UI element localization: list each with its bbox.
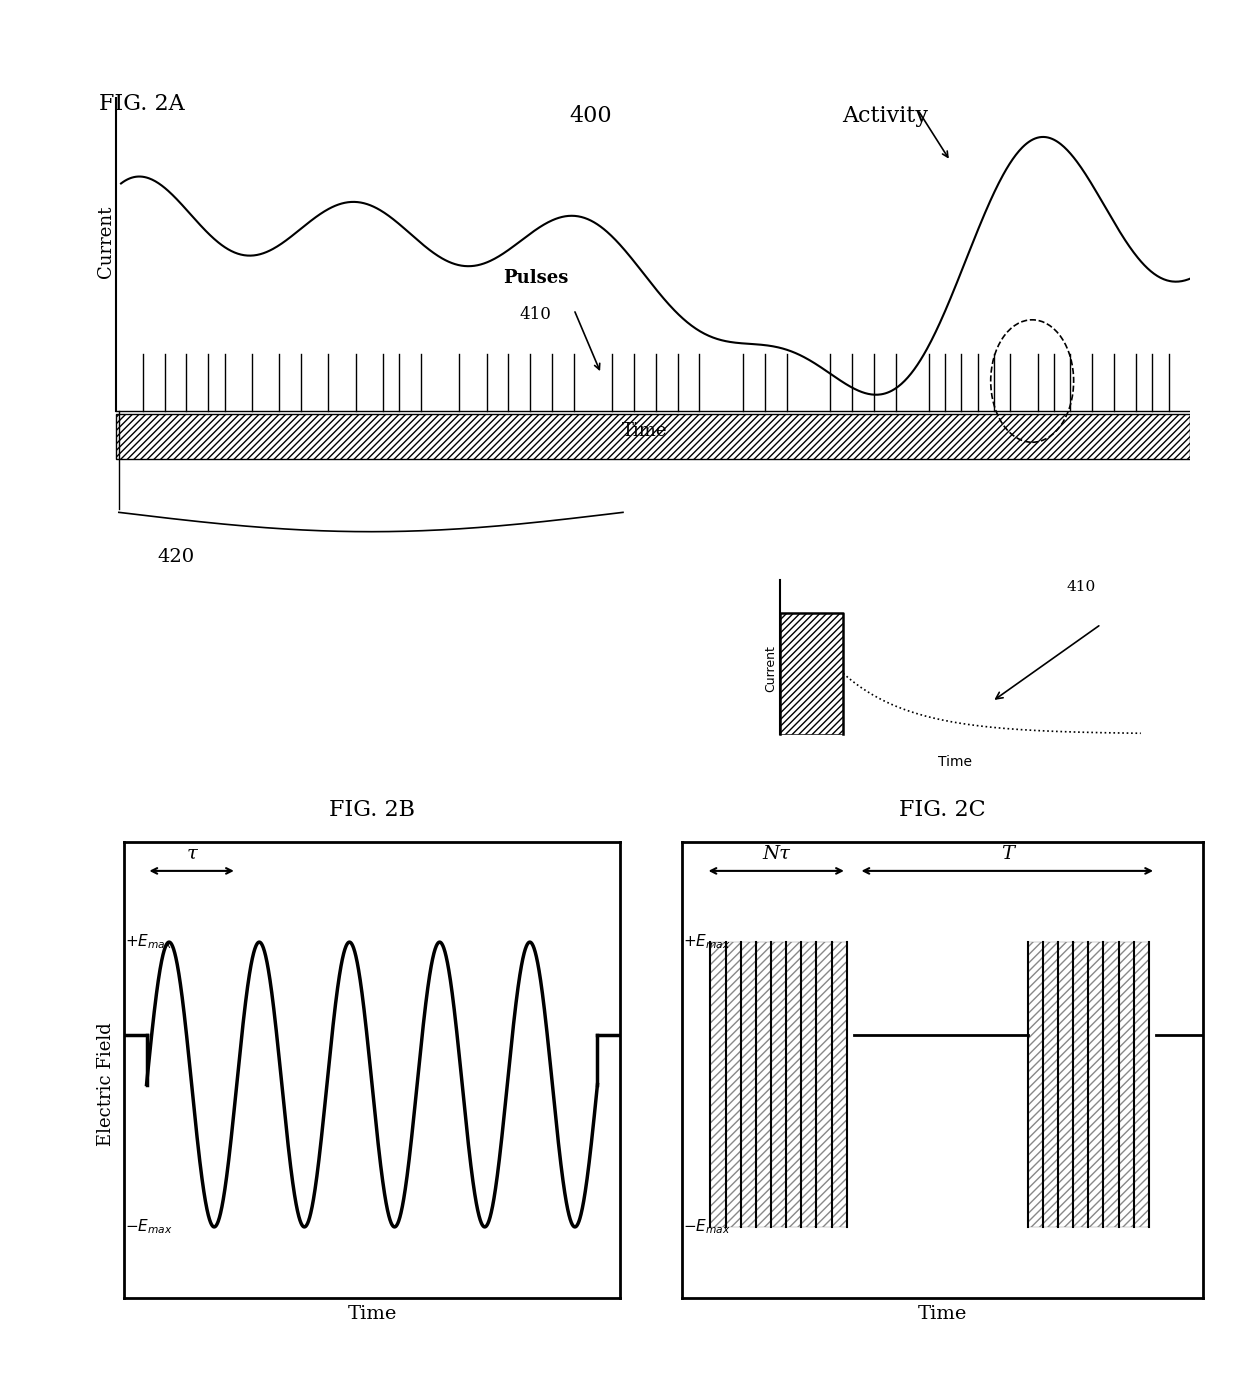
Text: FIG. 2C: FIG. 2C — [899, 800, 986, 822]
Text: 400: 400 — [569, 105, 611, 127]
Bar — [1043, 942, 1058, 1226]
Text: Activity: Activity — [842, 105, 928, 127]
Text: FIG. 2B: FIG. 2B — [329, 800, 415, 822]
Bar — [756, 942, 771, 1226]
Bar — [786, 942, 801, 1226]
X-axis label: Time: Time — [918, 1305, 967, 1323]
Text: T: T — [1001, 845, 1014, 863]
Bar — [725, 942, 740, 1226]
Text: Time: Time — [622, 423, 667, 441]
Text: 410: 410 — [1066, 580, 1096, 594]
Bar — [801, 942, 816, 1226]
Bar — [1133, 942, 1148, 1226]
Bar — [740, 942, 756, 1226]
Text: 410: 410 — [520, 307, 552, 323]
Text: Time: Time — [937, 754, 972, 768]
Bar — [780, 613, 843, 735]
Bar — [711, 942, 725, 1226]
Bar — [1058, 942, 1073, 1226]
Bar — [1089, 942, 1104, 1226]
Bar — [771, 942, 786, 1226]
Text: 420: 420 — [157, 548, 195, 566]
Bar — [1118, 942, 1133, 1226]
Text: Current: Current — [764, 645, 777, 692]
Text: Current: Current — [97, 206, 115, 278]
Text: τ: τ — [186, 845, 197, 863]
Bar — [1104, 942, 1118, 1226]
Text: $-E_{max}$: $-E_{max}$ — [683, 1218, 730, 1236]
Bar — [816, 942, 832, 1226]
Text: $+E_{max}$: $+E_{max}$ — [125, 932, 172, 952]
Bar — [1028, 942, 1043, 1226]
Text: Pulses: Pulses — [503, 269, 568, 287]
Text: $-E_{max}$: $-E_{max}$ — [125, 1218, 172, 1236]
Bar — [115, 414, 1190, 460]
Bar — [832, 942, 847, 1226]
Text: Electric Field: Electric Field — [97, 1023, 115, 1146]
X-axis label: Time: Time — [347, 1305, 397, 1323]
Text: Nτ: Nτ — [763, 845, 790, 863]
Bar — [1073, 942, 1089, 1226]
Text: $+E_{max}$: $+E_{max}$ — [683, 932, 730, 952]
Text: FIG. 2A: FIG. 2A — [99, 94, 185, 116]
